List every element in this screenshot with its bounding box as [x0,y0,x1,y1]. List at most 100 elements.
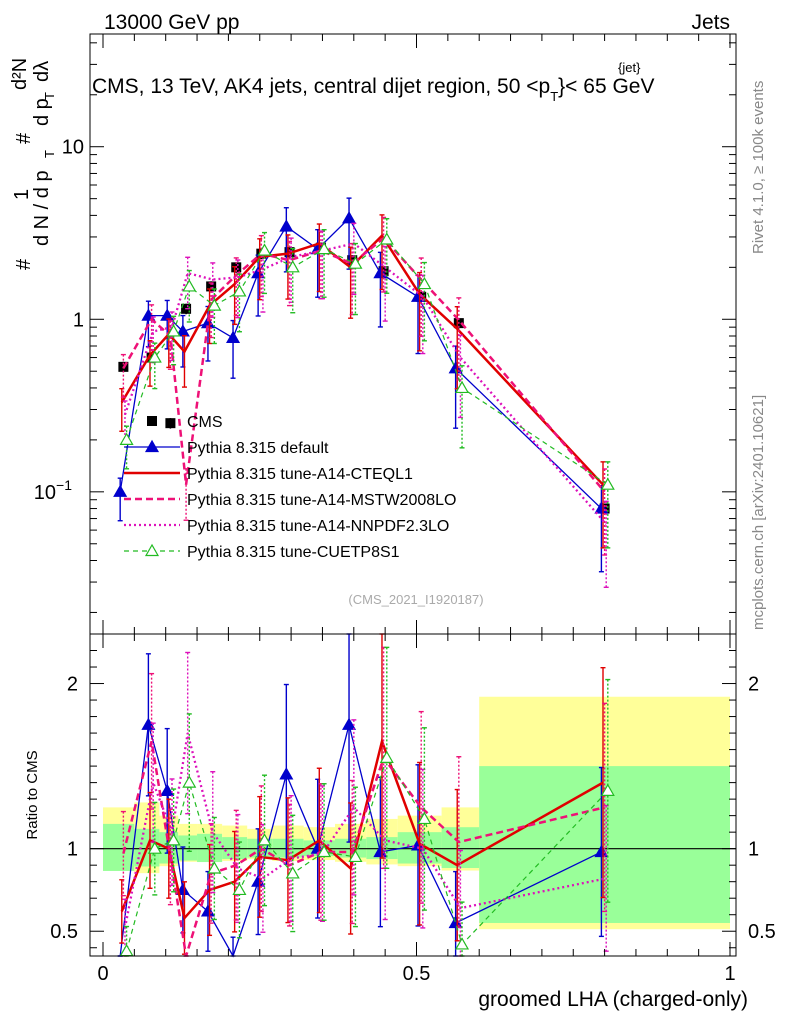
series-point-default [279,219,294,232]
x-tick-label: 0 [97,963,108,985]
data-point [206,281,217,292]
plot-title-sup: {jet} [618,60,641,75]
ratio-point-cuetp8s1 [147,841,162,854]
ratio-point-cuetp8s1 [166,833,181,846]
series-point-cuetp8s1 [166,324,181,337]
ylabel-dp: d p [31,98,53,126]
ratio-point-cuetp8s1 [119,943,134,957]
ratio-line-cuetp8s1 [125,756,609,952]
ratio-line-nnpdf [123,732,607,929]
series-point-cuetp8s1 [348,256,363,269]
series-point-cuetp8s1 [454,380,470,394]
series-point-default [113,484,128,497]
ratio-point-default [341,717,357,730]
legend-item-nnpdf: Pythia 8.315 tune-A14-NNPDF2.3LO [124,518,449,535]
ratio-point-default [373,844,388,858]
ratio-point-cuetp8s1 [257,833,272,846]
y-tick-label-base: 1 [73,309,84,331]
ratio-point-cuetp8s1 [182,775,197,788]
ratio-point-cuetp8s1 [417,811,432,825]
legend-label-default: Pythia 8.315 default [187,440,329,457]
ratio-series-cteql1 [119,633,606,955]
y-tick-label-base: 10 [62,137,84,159]
ylabel-dlambda: dλ [31,61,53,82]
main-ylabel: # 1 d N / d p T # d²N d p T dλ [9,58,57,270]
legend-item-mstw: Pythia 8.315 tune-A14-MSTW2008LO [124,492,456,509]
ratio-y-tick-label-right: 1 [748,839,759,861]
series-point-cuetp8s1 [600,477,615,490]
ratio-series-default [117,633,609,958]
y-tick-label-exp: −1 [56,477,72,493]
ratio-point-cuetp8s1 [207,861,222,874]
ylabel-hash1: # [13,258,35,270]
legend-label-mstw: Pythia 8.315 tune-A14-MSTW2008LO [187,492,456,509]
ratio-y-tick-label-left: 0.5 [50,921,78,943]
legend-item-cuetp8s1: Pythia 8.315 tune-CUETP8S1 [124,543,400,561]
series-cuetp8s1 [119,217,615,549]
ratio-point-cuetp8s1 [454,937,470,950]
series-default [113,197,609,573]
series-line-nnpdf [123,242,608,525]
y-tick-label: 10 [62,137,84,159]
analysis-id: (CMS_2021_I1920187) [348,592,483,607]
ylabel-d2n: d²N [9,58,31,90]
ratio-band-inner [441,827,480,868]
ratio-plot-frame [89,633,737,957]
plot-title: CMS, 13 TeV, AK4 jets, central dijet reg… [92,75,654,104]
y-tick-label: 10−1 [34,477,72,504]
ratio-band-inner [178,835,198,861]
legend-label-data: CMS [187,414,223,431]
series-point-cuetp8s1 [182,279,197,292]
series-line-default [119,217,602,510]
ratio-y-tick-label-left: 1 [67,839,78,861]
y-tick-label-base: 10 [34,482,56,504]
series-point-cuetp8s1 [417,276,432,290]
plot-title-sub: T [550,89,558,104]
xaxis-label: groomed LHA (charged-only) [478,988,748,1011]
series-point-cuetp8s1 [147,350,162,363]
ratio-point-cuetp8s1 [285,866,300,879]
ratio-point-default [175,882,190,896]
legend: CMS Pythia 8.315 default Pythia 8.315 tune… [124,414,456,561]
ratio-point-cuetp8s1 [317,844,332,858]
ylabel-T2: T [42,92,57,100]
header-right: Jets [691,11,730,34]
legend-label-cuetp8s1: Pythia 8.315 tune-CUETP8S1 [187,544,400,561]
ratio-y-tick-label-left: 2 [67,674,78,696]
ylabel-T1: T [42,150,57,158]
series-point-cuetp8s1 [119,432,134,445]
rivet-label: Rivet 4.1.0, ≥ 100k events [750,81,767,254]
series-point-cuetp8s1 [379,232,394,245]
plot-title-main: CMS, 13 TeV, AK4 jets, central dijet reg… [92,75,550,98]
series-mstw [120,216,608,556]
legend-marker-default [144,439,160,453]
ratio-line-default [119,724,602,958]
ratio-point-cuetp8s1 [600,783,615,796]
ratio-point-default [594,844,609,858]
series-point-cuetp8s1 [285,260,300,273]
series-point-cuetp8s1 [317,241,332,255]
x-tick-label: 0.5 [403,963,431,985]
series-point-default [160,308,175,321]
ratio-ylabel: Ratio to CMS [24,750,41,839]
ratio-point-cuetp8s1 [379,750,394,763]
legend-label-cteql1: Pythia 8.315 tune-A14-CTEQL1 [187,466,413,483]
ratio-point-default [160,783,175,796]
legend-item-cteql1: Pythia 8.315 tune-A14-CTEQL1 [124,466,413,483]
y-tick-label: 1 [73,309,84,331]
series-point-default [226,330,241,343]
ratio-point-cuetp8s1 [232,882,247,896]
series-point-cuetp8s1 [207,298,222,311]
series-point-cuetp8s1 [257,243,272,256]
ylabel-one: 1 [11,189,33,200]
legend-label-nnpdf: Pythia 8.315 tune-A14-NNPDF2.3LO [187,518,449,535]
legend-item-default: Pythia 8.315 default [124,439,329,457]
data-point [165,418,176,429]
ratio-y-tick-label-right: 0.5 [748,921,776,943]
header-left: 13000 GeV pp [104,11,239,34]
ratio-point-default [279,767,294,780]
legend-item-data: CMS [147,414,223,431]
legend-marker-cuetp8s1 [144,543,160,557]
